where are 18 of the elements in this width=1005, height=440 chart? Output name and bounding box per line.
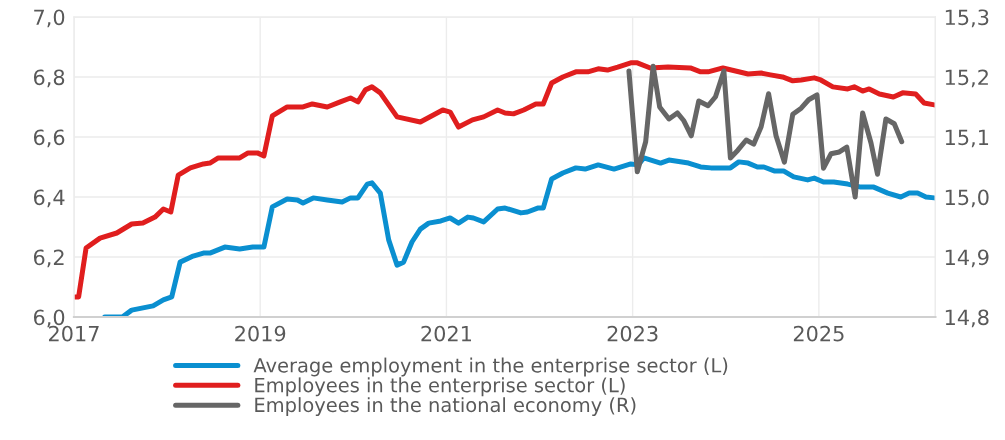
y-tick-label: 6,2 (33, 249, 64, 268)
x-tick-label: 2025 (793, 325, 844, 342)
legend-label: Employees in the enterprise sector (L) (255, 377, 625, 397)
y2-tick-label: 15,0 (945, 189, 989, 208)
legend-label: Employees in the national economy (R) (255, 397, 636, 416)
y2-tick-label: 15,2 (945, 69, 988, 88)
y2-tick-label: 15,3 (945, 9, 989, 28)
y-tick-label: 6,4 (33, 189, 65, 208)
legend-label: Average employment in the enterprise sector (L) (253, 357, 728, 377)
x-tick-label: 2023 (607, 325, 658, 342)
y-tick-label: 7,0 (34, 9, 65, 28)
y-tick-label: 6,8 (33, 69, 65, 88)
y2-tick-label: 14,9 (945, 249, 989, 268)
y2-tick-label: 14,8 (945, 309, 989, 328)
x-tick-label: 2021 (421, 325, 471, 342)
y-tick-label: 6,6 (33, 129, 65, 148)
y2-tick-label: 15,1 (945, 129, 989, 148)
x-tick-label: 2019 (235, 325, 286, 342)
